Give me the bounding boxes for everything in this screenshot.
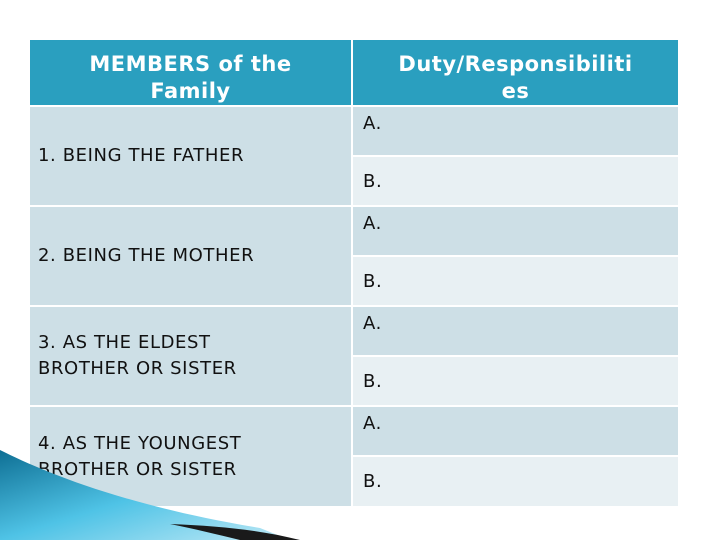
duty-cell-a: A. xyxy=(352,305,678,356)
table-row: 1. BEING THE FATHER A. xyxy=(30,105,678,206)
duty-cell-a: A. xyxy=(352,105,678,156)
corner-swoosh-dark xyxy=(170,524,300,540)
header-members-line-2: Family xyxy=(150,79,231,103)
duty-cell-a: A. xyxy=(352,205,678,256)
table-header-row: MEMBERS of the Family Duty/Responsibilit… xyxy=(30,40,678,106)
header-duty: Duty/Responsibiliti es xyxy=(352,40,678,106)
member-label: 1. BEING THE FATHER xyxy=(38,145,245,166)
header-members-line-1: MEMBERS of the xyxy=(89,52,292,76)
family-duties-table: MEMBERS of the Family Duty/Responsibilit… xyxy=(30,40,678,506)
member-cell-father: 1. BEING THE FATHER xyxy=(30,105,353,206)
table-row: B. xyxy=(30,255,678,306)
header-members: MEMBERS of the Family xyxy=(30,40,353,106)
table-row: 2. BEING THE MOTHER A. xyxy=(30,205,678,306)
member-cell-mother: 2. BEING THE MOTHER xyxy=(30,205,353,306)
duty-cell-b: B. xyxy=(352,455,678,506)
table-row: B. xyxy=(30,355,678,406)
table-row: 4. AS THE YOUNGEST BROTHER OR SISTER A. xyxy=(30,405,678,506)
table-row: 3. AS THE ELDEST BROTHER OR SISTER A. xyxy=(30,305,678,406)
duty-cell-a: A. xyxy=(352,405,678,456)
duty-cell-b: B. xyxy=(352,155,678,206)
member-label-line-1: 4. AS THE YOUNGEST xyxy=(38,432,242,454)
member-cell-eldest: 3. AS THE ELDEST BROTHER OR SISTER xyxy=(30,305,353,406)
member-label-line-2: BROTHER OR SISTER xyxy=(38,358,237,379)
table-row: B. xyxy=(30,455,678,506)
header-duty-line-1: Duty/Responsibiliti xyxy=(398,52,633,76)
corner-decoration xyxy=(0,450,300,540)
duty-cell-b: B. xyxy=(352,255,678,306)
table-row: B. xyxy=(30,155,678,206)
corner-swoosh-blue xyxy=(0,450,290,540)
member-label-line-1: 3. AS THE ELDEST xyxy=(38,332,211,353)
member-label-line-2: BROTHER OR SISTER xyxy=(38,458,237,480)
header-duty-line-2: es xyxy=(501,79,530,103)
duty-cell-b: B. xyxy=(352,355,678,406)
member-label: 2. BEING THE MOTHER xyxy=(38,245,255,266)
